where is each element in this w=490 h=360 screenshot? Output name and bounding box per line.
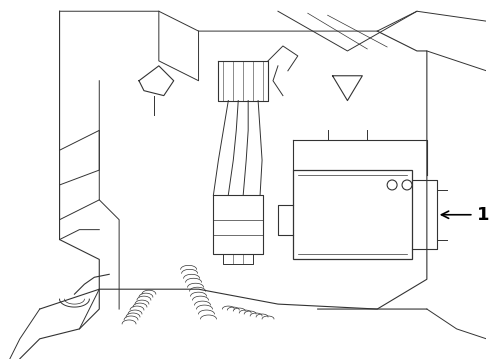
- Text: 1: 1: [441, 206, 489, 224]
- Circle shape: [387, 180, 397, 190]
- Bar: [293, 170, 412, 260]
- Circle shape: [402, 180, 412, 190]
